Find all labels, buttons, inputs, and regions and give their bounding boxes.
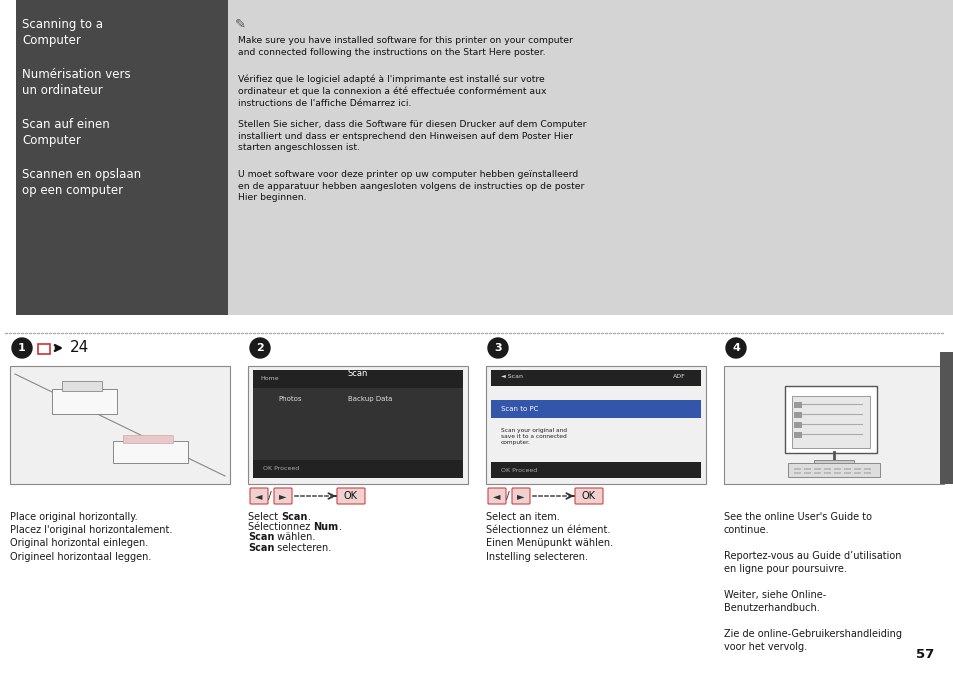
Text: .: . [338,522,341,532]
Text: Select: Select [248,512,281,522]
FancyBboxPatch shape [10,366,230,484]
FancyBboxPatch shape [512,488,530,504]
Text: Scan to PC: Scan to PC [500,406,537,412]
Text: Scannen en opslaan
op een computer: Scannen en opslaan op een computer [22,168,141,197]
Text: ✎: ✎ [234,18,246,31]
FancyBboxPatch shape [793,468,801,470]
FancyBboxPatch shape [853,472,861,474]
Text: 4: 4 [731,343,740,353]
FancyBboxPatch shape [939,352,953,484]
FancyBboxPatch shape [823,472,830,474]
Text: wählen.: wählen. [274,532,315,542]
FancyBboxPatch shape [791,396,869,448]
Text: Vérifiez que le logiciel adapté à l'imprimante est installé sur votre
ordinateur: Vérifiez que le logiciel adapté à l'impr… [237,74,546,108]
FancyBboxPatch shape [787,463,879,477]
Text: Num: Num [313,522,338,532]
FancyBboxPatch shape [853,468,861,470]
FancyBboxPatch shape [250,488,268,504]
Text: selecteren.: selecteren. [274,542,332,553]
FancyBboxPatch shape [833,472,841,474]
FancyBboxPatch shape [803,472,810,474]
FancyBboxPatch shape [228,0,953,315]
Text: OK: OK [344,491,357,501]
Text: /: / [268,491,272,501]
Text: Photos: Photos [277,396,301,402]
Text: ◄ Scan: ◄ Scan [500,374,522,378]
Text: ►: ► [279,491,287,501]
Text: Place original horizontally.
Placez l'original horizontalement.
Original horizon: Place original horizontally. Placez l'or… [10,512,172,561]
Text: Scan your original and
save it to a connected
computer.: Scan your original and save it to a conn… [500,428,566,446]
Text: Scan: Scan [348,369,368,378]
Text: Backup Data: Backup Data [348,396,392,402]
FancyBboxPatch shape [274,488,292,504]
FancyBboxPatch shape [491,462,700,478]
Text: Sélectionnez: Sélectionnez [248,522,313,532]
Text: Home: Home [260,376,278,380]
Text: ADF: ADF [673,374,685,378]
FancyBboxPatch shape [112,441,188,463]
Text: OK: OK [581,491,596,501]
FancyBboxPatch shape [488,488,505,504]
FancyBboxPatch shape [823,468,830,470]
Text: Make sure you have installed software for this printer on your computer
and conn: Make sure you have installed software fo… [237,36,572,57]
FancyBboxPatch shape [575,488,602,504]
Text: Scanning to a
Computer: Scanning to a Computer [22,18,103,47]
FancyBboxPatch shape [253,370,462,388]
Text: /: / [506,491,509,501]
FancyBboxPatch shape [253,388,462,462]
FancyBboxPatch shape [793,402,801,408]
FancyBboxPatch shape [843,468,850,470]
FancyBboxPatch shape [784,386,876,453]
Circle shape [250,338,270,358]
FancyBboxPatch shape [0,0,228,315]
Text: Scan: Scan [248,532,274,542]
Text: 24: 24 [70,339,90,355]
FancyBboxPatch shape [723,366,943,484]
FancyBboxPatch shape [793,432,801,438]
FancyBboxPatch shape [485,366,705,484]
Text: 3: 3 [494,343,501,353]
Text: Stellen Sie sicher, dass die Software für diesen Drucker auf dem Computer
instal: Stellen Sie sicher, dass die Software fü… [237,120,586,152]
FancyBboxPatch shape [793,472,801,474]
Text: U moet software voor deze printer op uw computer hebben geïnstalleerd
en de appa: U moet software voor deze printer op uw … [237,170,584,203]
Text: Scan: Scan [248,542,274,553]
FancyBboxPatch shape [491,400,700,418]
Circle shape [12,338,32,358]
FancyBboxPatch shape [793,422,801,428]
FancyBboxPatch shape [248,366,468,484]
Text: Scan: Scan [281,512,307,522]
FancyBboxPatch shape [833,468,841,470]
Text: Scan auf einen
Computer: Scan auf einen Computer [22,118,110,147]
Text: See the online User's Guide to
continue.

Reportez-vous au Guide d’utilisation
e: See the online User's Guide to continue.… [723,512,901,652]
Text: 57: 57 [915,648,933,661]
FancyBboxPatch shape [336,488,365,504]
FancyBboxPatch shape [52,389,117,414]
Text: .: . [307,512,311,522]
Circle shape [725,338,745,358]
Text: Select an item.
Sélectionnez un élément.
Einen Menüpunkt wählen.
Instelling sele: Select an item. Sélectionnez un élément.… [485,512,613,561]
FancyBboxPatch shape [793,412,801,418]
FancyBboxPatch shape [813,468,821,470]
FancyBboxPatch shape [803,468,810,470]
Text: ►: ► [517,491,524,501]
Text: ◄: ◄ [255,491,262,501]
Text: 2: 2 [255,343,264,353]
FancyBboxPatch shape [863,472,870,474]
FancyBboxPatch shape [813,472,821,474]
Text: Numérisation vers
un ordinateur: Numérisation vers un ordinateur [22,68,131,97]
Text: OK Proceed: OK Proceed [263,466,299,472]
Text: OK Proceed: OK Proceed [500,468,537,472]
FancyBboxPatch shape [253,460,462,478]
Text: ◄: ◄ [493,491,500,501]
FancyBboxPatch shape [491,370,700,386]
FancyBboxPatch shape [0,0,16,315]
Text: 1: 1 [18,343,26,353]
FancyBboxPatch shape [843,472,850,474]
FancyBboxPatch shape [813,460,853,466]
FancyBboxPatch shape [863,468,870,470]
Circle shape [488,338,507,358]
FancyBboxPatch shape [62,381,102,391]
FancyBboxPatch shape [123,435,172,443]
